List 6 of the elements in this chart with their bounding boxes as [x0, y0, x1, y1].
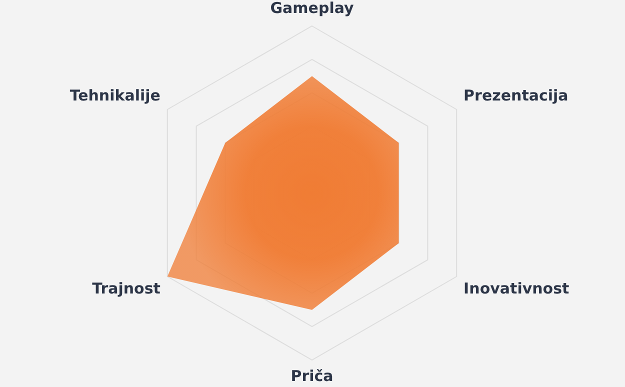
spoke-label: Priča: [290, 366, 334, 385]
spoke-label: Gameplay: [270, 0, 354, 17]
spoke-label: Tehnikalije: [70, 86, 160, 104]
spoke-label: Inovativnost: [464, 279, 570, 298]
spoke-label: Trajnost: [92, 279, 160, 298]
spoke-label: Prezentacija: [464, 86, 568, 104]
